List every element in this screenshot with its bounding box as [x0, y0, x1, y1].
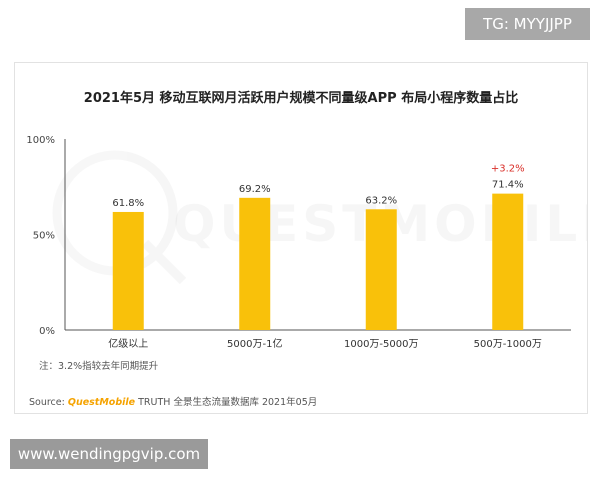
y-tick-label: 100% — [26, 135, 55, 146]
bar — [239, 197, 271, 330]
y-tick-label: 50% — [33, 231, 55, 242]
bar-chart: 0% 50% 100% 61.8% 亿级以上 69.2% 5000万-1亿 63.2% 1000… — [26, 135, 571, 350]
bar-value-label: 69.2% — [239, 184, 271, 195]
tg-badge: TG: MYYJJPP — [465, 8, 590, 40]
bar-value-label: 61.8% — [112, 198, 144, 209]
x-category-label: 亿级以上 — [108, 337, 148, 350]
bar — [492, 193, 524, 330]
bar — [112, 211, 144, 330]
x-category-label: 1000万-5000万 — [344, 339, 419, 350]
url-badge: www.wendingpgvip.com — [10, 439, 208, 469]
chart-note: 注：3.2%指较去年同期提升 — [39, 361, 159, 372]
x-category-label: 500万-1000万 — [474, 339, 542, 350]
chart-source: Source: QuestMobile TRUTH 全景生态流量数据库 2021… — [29, 394, 317, 408]
source-prefix: Source: — [29, 397, 65, 408]
source-rest: TRUTH 全景生态流量数据库 2021年05月 — [138, 397, 318, 408]
growth-annotation: +3.2% — [491, 164, 525, 175]
y-tick-label: 0% — [39, 326, 55, 337]
bar-value-label: 71.4% — [492, 180, 524, 191]
chart-card: 2021年5月 移动互联网月活跃用户规模不同量级APP 布局小程序数量占比 QU… — [14, 62, 588, 414]
bar-value-label: 63.2% — [365, 195, 397, 206]
chart-title: 2021年5月 移动互联网月活跃用户规模不同量级APP 布局小程序数量占比 — [83, 91, 519, 106]
bar — [365, 209, 397, 330]
source-brand: QuestMobile — [67, 397, 136, 408]
x-category-label: 5000万-1亿 — [227, 337, 282, 350]
